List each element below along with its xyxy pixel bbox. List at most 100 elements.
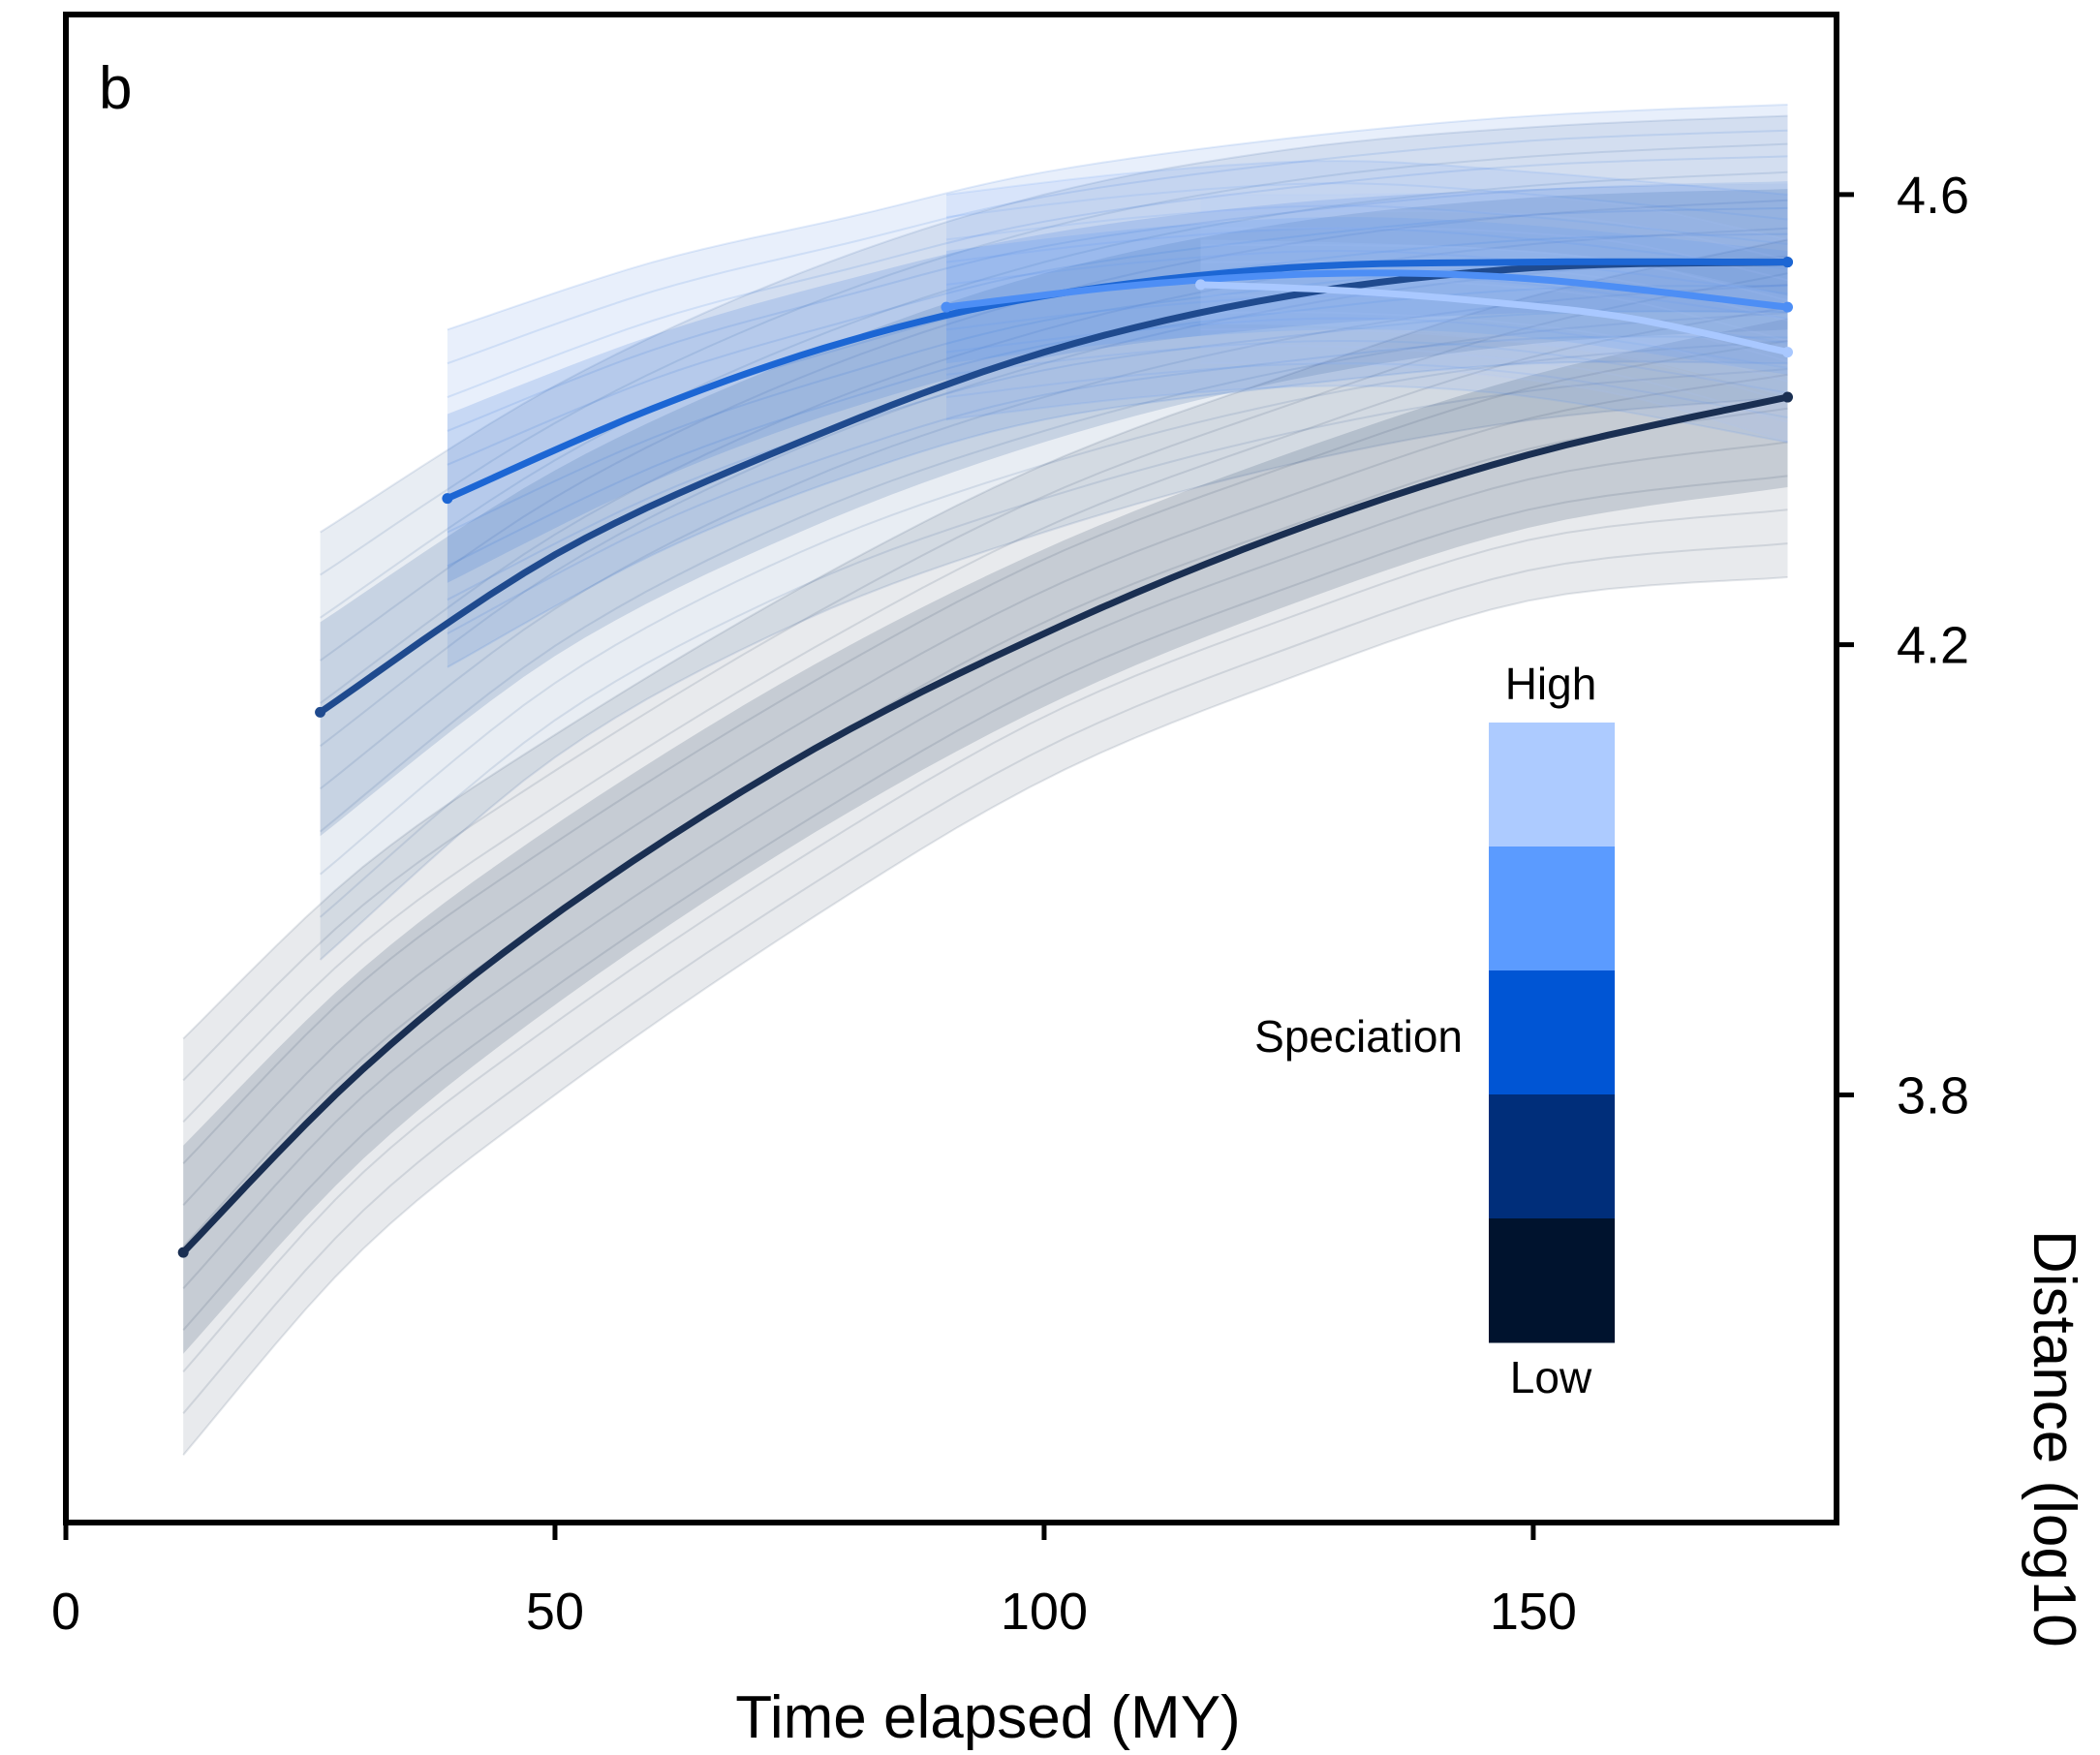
panel-label: b [99,55,132,122]
legend-swatch [1489,970,1615,1095]
series-3-end-point [1782,301,1794,313]
series-1-draw [319,340,1788,876]
series-2-draw [447,104,1788,331]
x-axis-ticks: 0 50 100 150 [51,1523,1577,1641]
series-2-draw [447,155,1788,399]
speciation-legend: High Speciation Low [1254,659,1615,1402]
series-4-draw [1200,192,1788,241]
series-2-draw [447,335,1788,634]
series-1-draw [319,283,1788,790]
series-lines [177,257,1794,1258]
y-tick-label: 3.8 [1897,1066,1969,1124]
series-4-draw [1200,210,1788,262]
series-0-draw [182,576,1788,1456]
series-1-draw [320,170,1788,619]
series-0-draw [182,441,1788,1289]
series-3-draw [945,227,1788,270]
x-axis-title: Time elapsed (MY) [735,1684,1240,1751]
series-4-band-inner [1200,239,1788,398]
series-4-draw [1200,327,1788,403]
x-tick-label: 0 [51,1583,80,1641]
x-tick-label: 150 [1490,1583,1577,1641]
series-1-mean-line [317,259,1791,716]
y-axis-ticks: 3.8 4.2 4.6 [1837,167,1969,1124]
y-axis-title: Distance (log10 [2021,1230,2087,1647]
series-4-mean-line [1197,281,1791,356]
x-tick-label: 50 [526,1583,584,1641]
series-4-end-point [1782,347,1794,358]
series-3-draw [945,249,1788,295]
series-0-draw [182,272,1788,1082]
legend-swatch [1489,723,1615,847]
series-2-draw [447,206,1788,466]
series-2-band-inner [447,183,1788,583]
legend-swatch [1489,1094,1615,1219]
y-tick-label: 4.6 [1897,167,1969,225]
series-2-draw [447,310,1788,601]
series-3-draw [945,340,1788,394]
series-0-start-point [177,1247,189,1258]
series-0-draw [182,340,1788,1164]
series-4-draw [1200,277,1788,342]
series-3-draw [945,362,1788,418]
series-0-end-point [1782,391,1794,403]
series-2-start-point [442,493,453,505]
series-4-draw [1200,243,1788,302]
series-4-draw [1200,345,1788,423]
series-4-start-point [1195,279,1207,291]
series-0-draw [182,475,1788,1331]
series-2-end-point [1782,257,1794,268]
series-4-draw [1200,227,1788,282]
series-1-draw [320,142,1788,576]
series-1-draw [319,396,1788,961]
legend-swatch [1489,847,1615,971]
series-2-band [447,104,1788,668]
plot-frame [63,12,1839,1525]
series-3-draw [945,204,1788,245]
series-0-draw [182,542,1788,1414]
series-1-draw [319,311,1788,833]
legend-title: Speciation [1254,1011,1463,1062]
series-0-draw [182,373,1788,1206]
series-0-draw [182,306,1788,1123]
series-0-band [182,238,1788,1456]
series-2-band-outer [447,105,1788,667]
series-1-draw [319,255,1788,748]
series-4-draw [1200,361,1788,444]
series-1-draw [320,114,1788,534]
series-3-band-inner [946,217,1788,375]
series-2-draw [447,181,1788,432]
legend-high-label: High [1505,659,1597,709]
series-0-band-outer [183,239,1788,1456]
series-2-draw [447,129,1788,365]
series-3-draw [945,385,1788,444]
series-1-band [319,114,1788,961]
y-tick-label: 4.2 [1897,617,1969,675]
series-3-draw [945,160,1788,196]
series-0-draw [182,407,1788,1247]
series-3-band [945,160,1788,444]
series-0-draw [182,508,1788,1372]
series-1-band-outer [320,115,1788,961]
series-4-draw [1200,311,1788,383]
series-0-mean-line [179,393,1791,1256]
series-2-draw [447,285,1788,568]
series-1-draw [319,368,1788,918]
series-2-draw [447,360,1788,668]
series-0-draw [182,238,1788,1040]
series-1-start-point [315,706,326,718]
series-3-draw [945,317,1788,369]
series-3-draw [945,182,1788,221]
uncertainty-bands [182,104,1788,1456]
series-4-band-outer [1200,194,1788,443]
series-3-band-outer [946,161,1788,443]
series-3-start-point [941,301,952,313]
x-tick-label: 100 [1001,1583,1088,1641]
series-1-band-inner [320,189,1788,837]
legend-swatch [1489,1218,1615,1343]
series-1-draw [320,227,1788,704]
series-0-band-inner [183,318,1788,1354]
legend-color-scale [1489,723,1615,1343]
legend-low-label: Low [1510,1352,1592,1402]
